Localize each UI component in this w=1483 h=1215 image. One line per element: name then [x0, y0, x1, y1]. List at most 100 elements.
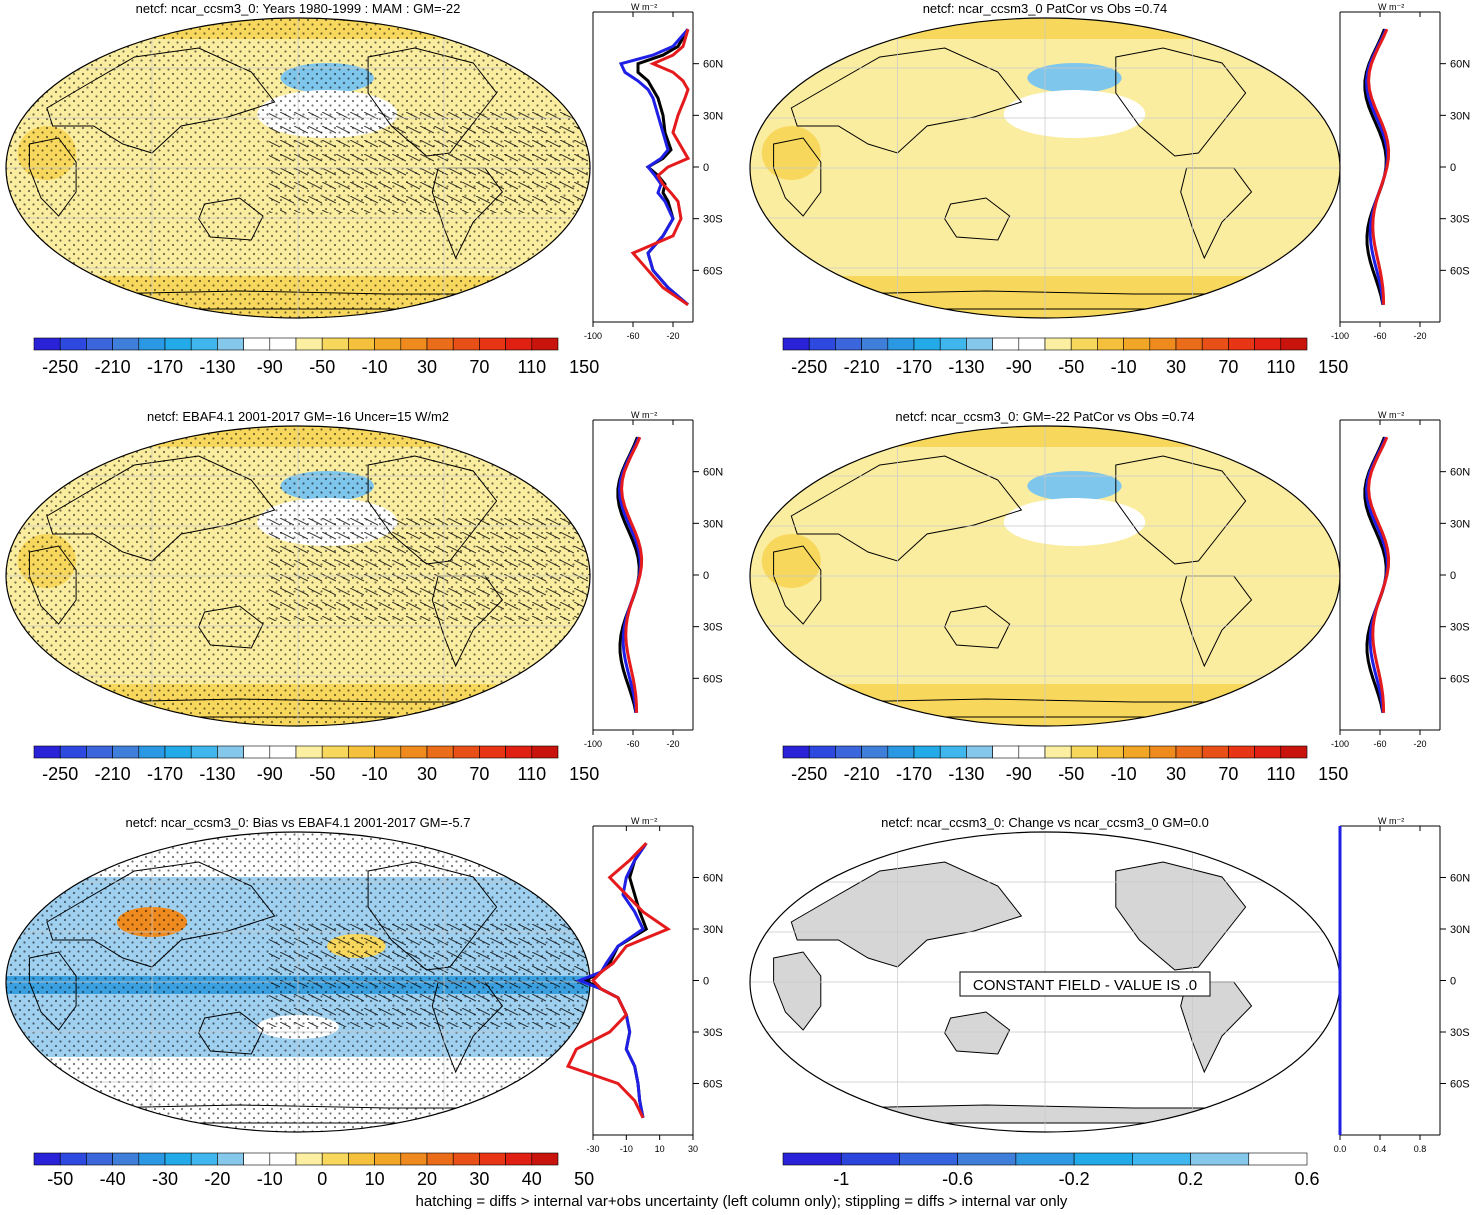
colorbar-swatch [190, 1152, 218, 1166]
colorbar-label: -20 [204, 1169, 230, 1189]
colorbar-swatch [1018, 337, 1046, 351]
colorbar-label: -90 [257, 764, 283, 784]
colorbar-swatch [939, 745, 967, 759]
colorbar-swatch [1149, 745, 1177, 759]
colorbar-swatch [269, 1152, 297, 1166]
continent-outline [1180, 981, 1253, 1074]
colorbar-swatch [939, 337, 967, 351]
continent-outline [773, 545, 822, 625]
colorbar-swatch [861, 337, 889, 351]
colorbar-swatch [295, 1152, 323, 1166]
continent-outline [773, 137, 822, 217]
profile-x-label: 0.4 [1374, 1144, 1387, 1154]
colorbar-label: -130 [948, 764, 984, 784]
profile-lat-label: 0 [1450, 976, 1456, 988]
panel-p3: netcf: EBAF4.1 2001-2017 GM=-16 Uncer=15… [5, 409, 723, 784]
colorbar-label: -90 [257, 357, 283, 377]
hatching-overlay [268, 108, 590, 213]
colorbar-label: -50 [309, 357, 335, 377]
colorbar-swatch [269, 745, 297, 759]
colorbar-swatch [164, 745, 192, 759]
profile-series-line [565, 842, 672, 1119]
map-body [6, 426, 590, 726]
profile-lat-label: 0 [1450, 570, 1456, 582]
profile-lat-label: 30S [703, 1027, 723, 1039]
colorbar-label: -170 [147, 764, 183, 784]
profile-lat-label: 30S [1450, 214, 1470, 226]
colorbar-label: -30 [152, 1169, 178, 1189]
colorbar-swatch [1228, 745, 1255, 759]
colorbar-swatch [400, 1152, 428, 1166]
colorbar-swatch [374, 337, 402, 351]
colorbar-label: -10 [362, 357, 388, 377]
profile-lat-label: 30N [703, 924, 723, 936]
colorbar-swatch [243, 337, 271, 351]
profile-lat-label: 30S [703, 622, 723, 634]
colorbar-label: -50 [1058, 764, 1084, 784]
colorbar-swatch [1254, 337, 1282, 351]
colorbar-swatch [782, 337, 810, 351]
colorbar-swatch [426, 1152, 454, 1166]
colorbar-swatch [400, 745, 428, 759]
profile-lat-label: 30N [1450, 110, 1470, 122]
colorbar-swatch [138, 1152, 166, 1166]
profile-series-line [630, 28, 691, 307]
colorbar-swatch [295, 745, 323, 759]
continent-outline [790, 861, 1023, 968]
colorbar-swatch [531, 337, 559, 351]
colorbar-swatch [479, 745, 506, 759]
profile-series-line [575, 842, 648, 1119]
profile-x-label: -20 [1413, 739, 1426, 749]
colorbar-label: -1 [833, 1169, 849, 1189]
continent-outline [1180, 167, 1253, 260]
colorbar-swatch [992, 745, 1020, 759]
pacific-white-zone [1003, 90, 1146, 138]
colorbar-swatch [426, 337, 454, 351]
profile-unit-label: W m⁻² [1378, 816, 1404, 826]
profile-x-label: -20 [666, 739, 679, 749]
colorbar-swatch [1175, 745, 1203, 759]
profile-frame [593, 826, 693, 1135]
colorbar-swatch [1201, 337, 1229, 351]
profile-series-line [1367, 28, 1391, 305]
profile-x-label: -20 [666, 331, 679, 341]
colorbar-swatch [966, 337, 993, 351]
colorbar-label: -250 [791, 357, 827, 377]
colorbar-swatch [33, 1152, 61, 1166]
profile-lat-label: 30S [1450, 622, 1470, 634]
colorbar-label: -210 [844, 764, 880, 784]
profile-frame [1340, 420, 1440, 730]
map-body [6, 832, 590, 1132]
profile-x-label: -100 [584, 739, 602, 749]
colorbar-label: -10 [1111, 357, 1137, 377]
profile-lat-label: 30N [1450, 924, 1470, 936]
colorbar-swatch [86, 745, 113, 759]
panel-p1: netcf: ncar_ccsm3_0: Years 1980-1999 : M… [5, 1, 723, 377]
profile-unit-label: W m⁻² [631, 2, 657, 12]
profile-lat-label: 30N [1450, 518, 1470, 530]
colorbar-swatch [479, 1152, 506, 1166]
panel-title: netcf: ncar_ccsm3_0: Years 1980-1999 : M… [136, 1, 461, 16]
profile-lat-label: 60S [703, 673, 723, 685]
colorbar-label: -170 [896, 357, 932, 377]
profile-lat-label: 0 [703, 162, 709, 174]
map-border [5, 425, 591, 727]
profile-frame [1340, 12, 1440, 322]
colorbar-label: -130 [199, 357, 235, 377]
profile-series-line [636, 28, 690, 306]
colorbar-label: -250 [42, 764, 78, 784]
colorbar-label: -50 [1058, 357, 1084, 377]
colorbar-swatch [374, 745, 402, 759]
profile-x-label: 30 [688, 1144, 698, 1154]
profile-lat-label: 60S [1450, 265, 1470, 277]
colorbar-swatch [531, 1152, 559, 1166]
footer-note: hatching = diffs > internal var+obs unce… [415, 1193, 1068, 1210]
colorbar-label: 30 [417, 357, 437, 377]
colorbar-label: 30 [1166, 764, 1186, 784]
colorbar-swatch [243, 1152, 271, 1166]
profile-lat-label: 0 [703, 976, 709, 988]
colorbar-swatch [112, 337, 140, 351]
colorbar-swatch [295, 337, 323, 351]
colorbar-swatch [217, 1152, 244, 1166]
colorbar-label: -10 [1111, 764, 1137, 784]
